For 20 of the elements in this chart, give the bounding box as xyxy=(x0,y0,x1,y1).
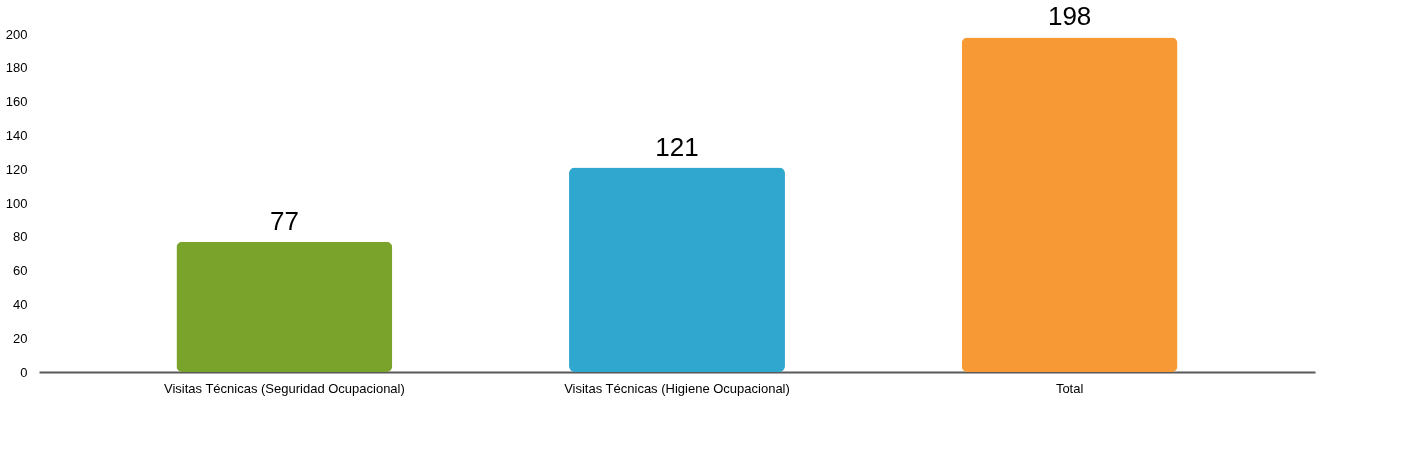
y-tick-label: 140 xyxy=(5,127,28,143)
y-tick-label: 120 xyxy=(5,161,28,177)
y-tick-label: 0 xyxy=(20,364,28,380)
y-tick-label: 100 xyxy=(5,195,28,211)
bar xyxy=(961,37,1178,372)
bar xyxy=(176,241,393,372)
x-tick-label: Visitas Técnicas (Seguridad Ocupacional) xyxy=(163,380,405,396)
data-label: 77 xyxy=(269,205,299,236)
data-label: 121 xyxy=(655,131,699,162)
y-tick-label: 80 xyxy=(13,229,28,245)
y-tick-label: 180 xyxy=(5,60,28,76)
data-label: 198 xyxy=(1047,1,1092,32)
x-tick-label: Visitas Técnicas (Higiene Ocupacional) xyxy=(564,380,790,396)
bar xyxy=(569,167,785,372)
y-tick-label: 20 xyxy=(13,330,28,346)
y-tick-label: 160 xyxy=(5,94,28,110)
y-tick-label: 200 xyxy=(5,26,28,42)
y-tick-label: 60 xyxy=(13,263,28,279)
y-tick-label: 40 xyxy=(13,296,28,312)
x-tick-label: Total xyxy=(1055,380,1084,396)
